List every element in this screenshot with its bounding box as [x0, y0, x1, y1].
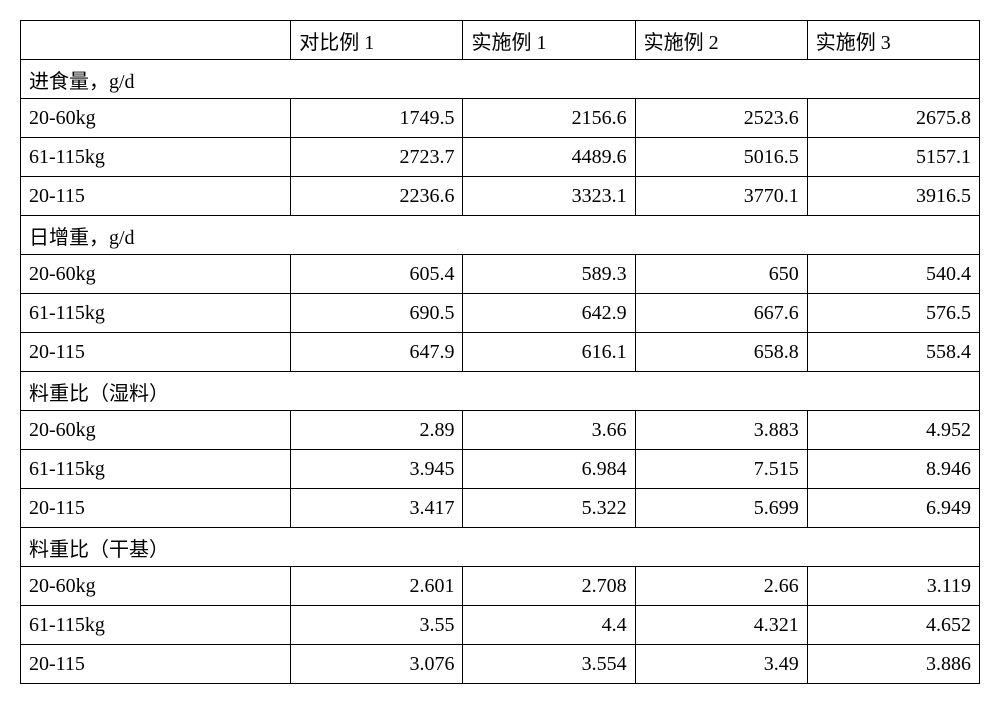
table-row: 61-115kg3.9456.9847.5158.946: [21, 450, 980, 489]
data-cell: 3.119: [807, 567, 979, 606]
data-cell: 658.8: [635, 333, 807, 372]
table-row: 61-115kg3.554.44.3214.652: [21, 606, 980, 645]
data-cell: 650: [635, 255, 807, 294]
data-cell: 2.89: [291, 411, 463, 450]
row-label: 20-60kg: [21, 99, 291, 138]
data-cell: 3.554: [463, 645, 635, 684]
table-header-row: 对比例 1实施例 1实施例 2实施例 3: [21, 21, 980, 60]
data-cell: 3770.1: [635, 177, 807, 216]
data-cell: 642.9: [463, 294, 635, 333]
data-cell: 7.515: [635, 450, 807, 489]
data-cell: 589.3: [463, 255, 635, 294]
data-cell: 2156.6: [463, 99, 635, 138]
data-cell: 3.886: [807, 645, 979, 684]
data-cell: 3.417: [291, 489, 463, 528]
data-table: 对比例 1实施例 1实施例 2实施例 3进食量，g/d20-60kg1749.5…: [20, 20, 980, 684]
data-cell: 2.708: [463, 567, 635, 606]
table-row: 20-1153.0763.5543.493.886: [21, 645, 980, 684]
row-label: 61-115kg: [21, 294, 291, 333]
data-cell: 647.9: [291, 333, 463, 372]
header-col-1: 对比例 1: [291, 21, 463, 60]
data-cell: 690.5: [291, 294, 463, 333]
data-cell: 3916.5: [807, 177, 979, 216]
data-cell: 3.49: [635, 645, 807, 684]
data-cell: 4.4: [463, 606, 635, 645]
section-header-row: 料重比（干基）: [21, 528, 980, 567]
header-col-2: 实施例 1: [463, 21, 635, 60]
data-cell: 2675.8: [807, 99, 979, 138]
data-cell: 5.699: [635, 489, 807, 528]
row-label: 61-115kg: [21, 138, 291, 177]
data-cell: 6.984: [463, 450, 635, 489]
row-label: 20-115: [21, 645, 291, 684]
header-col-3: 实施例 2: [635, 21, 807, 60]
table-row: 20-1152236.63323.13770.13916.5: [21, 177, 980, 216]
data-cell: 616.1: [463, 333, 635, 372]
data-cell: 3.945: [291, 450, 463, 489]
row-label: 61-115kg: [21, 606, 291, 645]
row-label: 20-60kg: [21, 567, 291, 606]
section-title: 料重比（干基）: [21, 528, 980, 567]
data-cell: 3.076: [291, 645, 463, 684]
data-cell: 6.949: [807, 489, 979, 528]
section-header-row: 日增重，g/d: [21, 216, 980, 255]
row-label: 20-60kg: [21, 255, 291, 294]
data-cell: 558.4: [807, 333, 979, 372]
data-cell: 576.5: [807, 294, 979, 333]
row-label: 20-115: [21, 489, 291, 528]
data-cell: 2723.7: [291, 138, 463, 177]
data-cell: 4.321: [635, 606, 807, 645]
table-row: 20-60kg1749.52156.62523.62675.8: [21, 99, 980, 138]
row-label: 20-115: [21, 177, 291, 216]
data-cell: 540.4: [807, 255, 979, 294]
data-cell: 4.652: [807, 606, 979, 645]
section-title: 进食量，g/d: [21, 60, 980, 99]
data-cell: 3.883: [635, 411, 807, 450]
section-title: 料重比（湿料）: [21, 372, 980, 411]
data-cell: 1749.5: [291, 99, 463, 138]
table-row: 20-60kg2.6012.7082.663.119: [21, 567, 980, 606]
data-cell: 5.322: [463, 489, 635, 528]
table-row: 20-60kg2.893.663.8834.952: [21, 411, 980, 450]
section-title: 日增重，g/d: [21, 216, 980, 255]
table-row: 61-115kg690.5642.9667.6576.5: [21, 294, 980, 333]
data-cell: 3.55: [291, 606, 463, 645]
data-cell: 5157.1: [807, 138, 979, 177]
table-row: 20-1153.4175.3225.6996.949: [21, 489, 980, 528]
table-row: 61-115kg2723.74489.65016.55157.1: [21, 138, 980, 177]
data-cell: 2.66: [635, 567, 807, 606]
section-header-row: 进食量，g/d: [21, 60, 980, 99]
data-cell: 605.4: [291, 255, 463, 294]
data-cell: 2236.6: [291, 177, 463, 216]
data-cell: 667.6: [635, 294, 807, 333]
data-cell: 3.66: [463, 411, 635, 450]
row-label: 61-115kg: [21, 450, 291, 489]
data-cell: 8.946: [807, 450, 979, 489]
data-cell: 2523.6: [635, 99, 807, 138]
data-cell: 4489.6: [463, 138, 635, 177]
data-cell: 5016.5: [635, 138, 807, 177]
data-cell: 3323.1: [463, 177, 635, 216]
header-col-4: 实施例 3: [807, 21, 979, 60]
data-cell: 4.952: [807, 411, 979, 450]
row-label: 20-115: [21, 333, 291, 372]
section-header-row: 料重比（湿料）: [21, 372, 980, 411]
table-row: 20-115647.9616.1658.8558.4: [21, 333, 980, 372]
header-blank: [21, 21, 291, 60]
row-label: 20-60kg: [21, 411, 291, 450]
data-cell: 2.601: [291, 567, 463, 606]
table-row: 20-60kg605.4589.3650540.4: [21, 255, 980, 294]
